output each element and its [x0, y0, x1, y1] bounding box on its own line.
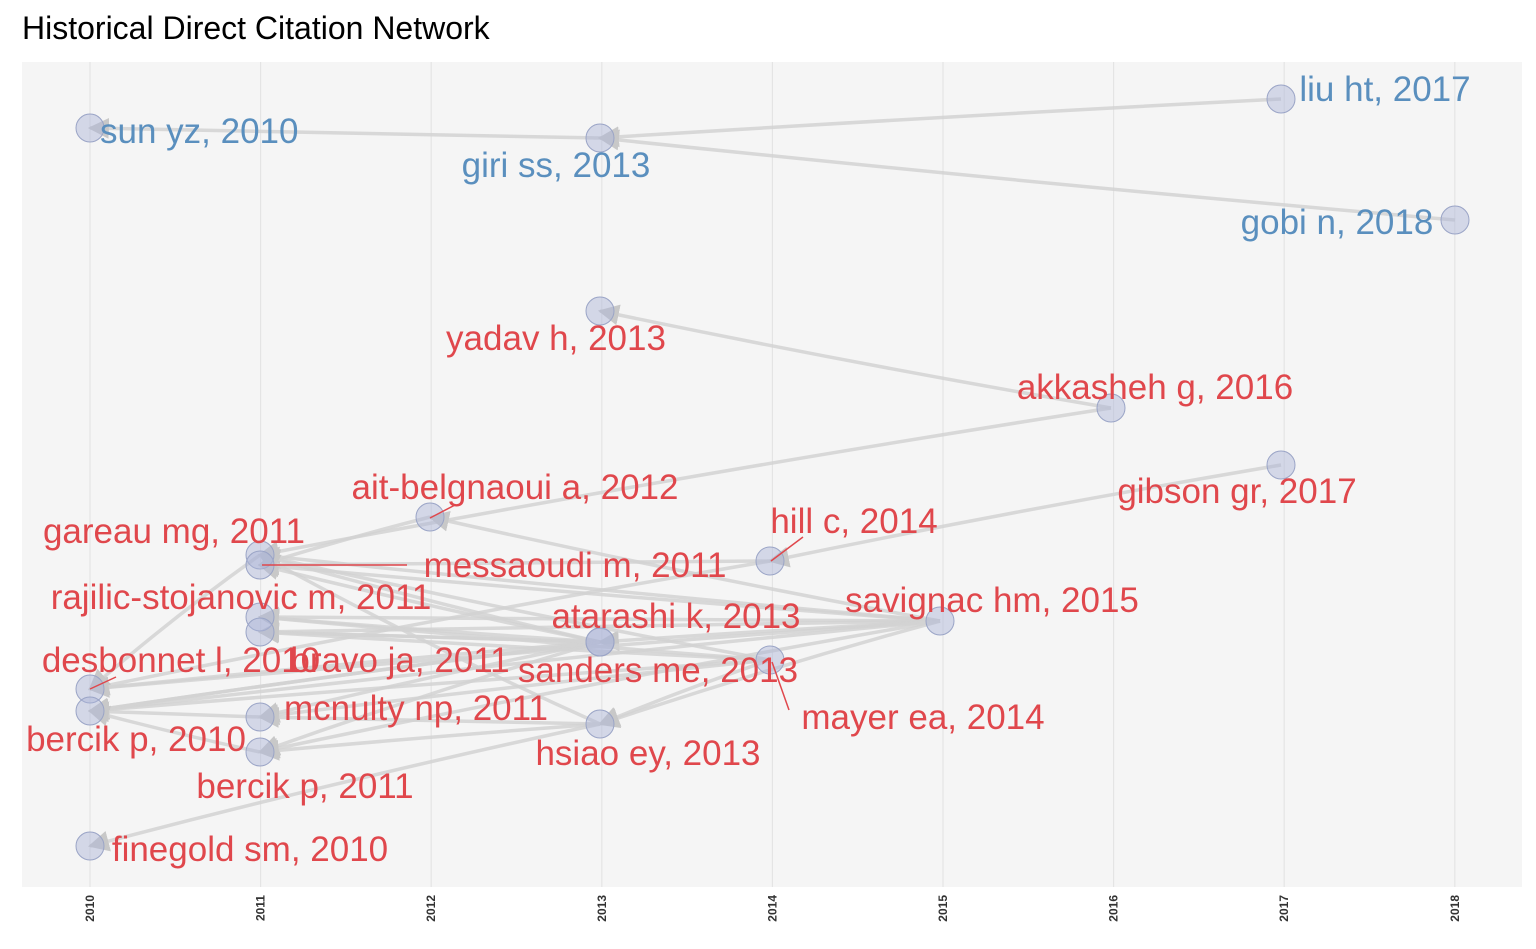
paper-node-ait-belgnaoui-a-2012[interactable] — [415, 502, 445, 532]
citation-edge — [87, 722, 601, 852]
paper-node-sanders-me-2013[interactable] — [585, 627, 615, 657]
paper-label-hsiao-ey-2013: hsiao ey, 2013 — [535, 734, 760, 773]
x-tick-label: 2018 — [1448, 895, 1462, 922]
x-tick-label: 2017 — [1277, 895, 1291, 922]
x-gridlines — [89, 62, 1456, 887]
paper-label-bercik-p-2010: bercik p, 2010 — [26, 720, 246, 759]
paper-node-hill-c-2014[interactable] — [755, 546, 785, 576]
citation-edge — [257, 658, 771, 726]
citation-edge — [257, 406, 1112, 562]
chart-title: Historical Direct Citation Network — [22, 10, 490, 46]
x-tick-label: 2015 — [936, 895, 950, 922]
citation-edge — [257, 606, 941, 628]
paper-node-savignac-hm-2015[interactable] — [925, 606, 955, 636]
citation-edge — [257, 559, 601, 644]
citation-edges — [87, 97, 1456, 852]
citation-edge — [87, 701, 261, 723]
paper-node-hsiao-ey-2013[interactable] — [585, 709, 615, 739]
x-tick-label: 2014 — [765, 895, 779, 922]
paper-label-hill-c-2014: hill c, 2014 — [770, 502, 937, 541]
paper-label-liu-ht-2017: liu ht, 2017 — [1299, 70, 1470, 109]
paper-node-bercik-p-2011[interactable] — [245, 737, 275, 767]
paper-node-gibson-gr-2017[interactable] — [1266, 450, 1296, 480]
citation-edge — [257, 706, 601, 728]
paper-nodes — [75, 84, 1470, 861]
paper-label-akkasheh-g-2016: akkasheh g, 2016 — [1017, 368, 1293, 407]
paper-node-sun-yz-2010[interactable] — [75, 113, 105, 143]
paper-node-akkasheh-g-2016[interactable] — [1096, 393, 1126, 423]
citation-edge — [257, 556, 941, 623]
paper-label-sanders-me-2013: sanders me, 2013 — [518, 651, 798, 690]
citation-edge — [257, 722, 601, 761]
paper-label-rajilic-stojanovic-m-2011: rajilic-stojanovic m, 2011 — [51, 578, 432, 617]
paper-label-messaoudi-m-2011: messaoudi m, 2011 — [424, 546, 727, 585]
citation-edge — [427, 510, 941, 623]
paper-node-bercik-p-2010[interactable] — [75, 696, 105, 726]
paper-node-bravo-ja-2011[interactable] — [245, 617, 275, 647]
paper-node-rajilic-stojanovic-m-2011[interactable] — [245, 602, 275, 632]
leader-line — [770, 536, 804, 562]
citation-edge — [257, 608, 771, 662]
citation-edge — [598, 658, 771, 727]
citation-edge — [88, 553, 262, 691]
citation-edge — [257, 622, 771, 662]
citation-edge — [87, 117, 601, 140]
paper-label-giri-ss-2013: giri ss, 2013 — [462, 146, 651, 185]
paper-node-mayer-ea-2014[interactable] — [755, 645, 785, 675]
paper-label-bercik-p-2011: bercik p, 2011 — [196, 767, 413, 806]
paper-node-gobi-n-2018[interactable] — [1440, 205, 1470, 235]
citation-edge — [87, 559, 771, 696]
paper-label-ait-belgnaoui-a-2012: ait-belgnaoui a, 2012 — [352, 468, 679, 507]
citation-edge — [257, 640, 601, 723]
x-tick-label: 2012 — [424, 895, 438, 922]
citation-edge — [87, 658, 771, 720]
citation-edge — [258, 553, 601, 726]
x-tick-label: 2016 — [1107, 895, 1121, 922]
paper-label-desbonnet-l-2010: desbonnet l, 2010 — [42, 641, 320, 680]
citation-edge — [597, 129, 1456, 222]
citation-edge — [257, 548, 771, 662]
citation-edge — [87, 619, 941, 720]
paper-label-gibson-gr-2017: gibson gr, 2017 — [1117, 472, 1356, 511]
paper-node-yadav-h-2013[interactable] — [585, 296, 615, 326]
paper-label-atarashi-k-2013: atarashi k, 2013 — [551, 597, 800, 636]
paper-node-liu-ht-2017[interactable] — [1266, 84, 1296, 114]
paper-label-sun-yz-2010: sun yz, 2010 — [100, 112, 298, 151]
paper-label-finegold-sm-2010: finegold sm, 2010 — [112, 830, 388, 869]
label-leader-lines — [89, 504, 804, 711]
paper-node-giri-ss-2013[interactable] — [585, 123, 615, 153]
citation-edge — [258, 640, 601, 756]
paper-label-gareau-mg-2011: gareau mg, 2011 — [43, 512, 305, 551]
paper-label-mcnulty-np-2011: mcnulty np, 2011 — [284, 689, 548, 728]
citation-edge — [767, 463, 1282, 568]
leader-line — [429, 504, 456, 519]
paper-label-gobi-n-2018: gobi n, 2018 — [1241, 203, 1434, 242]
citation-edge — [87, 705, 261, 754]
citation-edge — [598, 619, 941, 728]
leader-line — [771, 661, 790, 711]
paper-label-mayer-ea-2014: mayer ea, 2014 — [801, 698, 1044, 737]
paper-label-yadav-h-2013: yadav h, 2013 — [446, 319, 666, 358]
paper-labels: sun yz, 2010 giri ss, 2013 liu ht, 2017 gob… — [26, 70, 1471, 869]
citation-edge — [87, 640, 601, 719]
paper-label-bravo-ja-2011: bravo ja, 2011 — [290, 641, 509, 680]
leader-line — [89, 676, 117, 690]
paper-node-mcnulty-np-2011[interactable] — [245, 702, 275, 732]
citation-edge — [257, 619, 941, 759]
x-tick-label: 2010 — [83, 895, 97, 922]
citation-edge — [597, 304, 1112, 410]
paper-node-finegold-sm-2010[interactable] — [75, 831, 105, 861]
x-axis-tick-labels: 2010 2011 2012 2013 2014 2015 2016 2017 2018 — [83, 895, 1462, 922]
x-tick-label: 2011 — [254, 895, 268, 921]
citation-edge — [597, 97, 1282, 148]
x-tick-label: 2013 — [595, 895, 609, 922]
paper-node-gareau-mg-2011[interactable] — [245, 540, 275, 570]
paper-label-savignac-hm-2015: savignac hm, 2015 — [845, 581, 1139, 620]
